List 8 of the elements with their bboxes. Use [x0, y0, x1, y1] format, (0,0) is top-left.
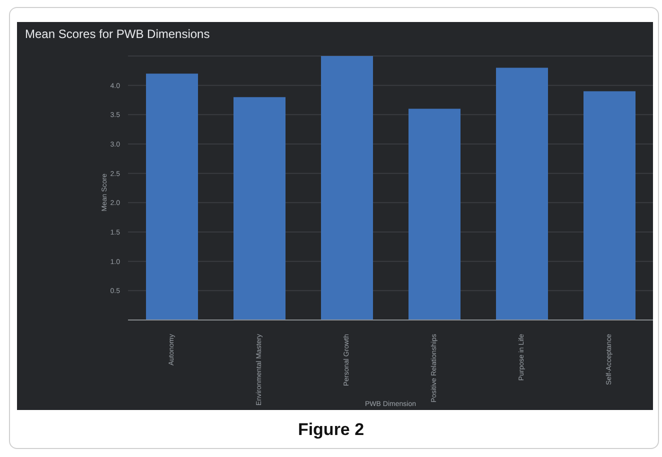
bar — [584, 91, 636, 320]
bar — [408, 108, 460, 320]
bar — [146, 74, 198, 320]
caption: Figure 2 — [296, 420, 366, 440]
chart-title: Mean Scores for PWB Dimensions — [25, 27, 210, 41]
bar — [234, 97, 286, 320]
bar — [496, 68, 548, 320]
bar — [321, 56, 373, 320]
